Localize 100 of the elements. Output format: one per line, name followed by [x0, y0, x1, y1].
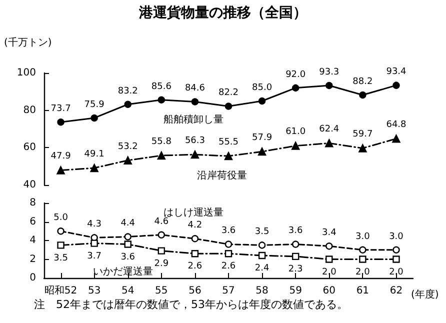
series-label: 沿岸荷役量 — [196, 170, 247, 182]
y-tick-label: 4 — [30, 235, 36, 246]
data-label: 2.0 — [389, 267, 404, 278]
point — [392, 82, 400, 89]
point — [292, 84, 300, 92]
data-label: 3.6 — [288, 226, 304, 236]
x-tick-label: 56 — [188, 286, 202, 296]
x-tick-label: 61 — [356, 286, 370, 296]
data-label: 88.2 — [352, 76, 373, 87]
data-label: 47.9 — [50, 152, 72, 162]
data-label: 93.3 — [319, 67, 340, 78]
point — [359, 246, 366, 254]
x-tick-label: 57 — [222, 286, 235, 296]
data-label: 3.5 — [254, 227, 270, 238]
point — [191, 98, 199, 106]
data-label: 75.9 — [84, 100, 105, 110]
data-label: 49.1 — [84, 149, 104, 160]
point — [392, 246, 400, 254]
x-tick-label: 54 — [121, 286, 134, 296]
data-label: 55.8 — [151, 136, 172, 147]
point — [258, 242, 266, 249]
point — [124, 100, 132, 108]
data-label: 2.9 — [154, 258, 169, 269]
point — [258, 97, 266, 105]
data-label: 3.5 — [54, 253, 68, 264]
data-label: 3.7 — [87, 251, 102, 262]
point — [326, 242, 333, 250]
point — [90, 164, 98, 172]
data-label: 3.0 — [389, 232, 404, 242]
y-tick-label: 2 — [30, 254, 36, 265]
data-label: 64.8 — [386, 120, 407, 130]
series-label: はしけ運送量 — [163, 206, 224, 218]
y-tick-label: 60 — [23, 142, 36, 154]
x-tick-label: 昭和52 — [44, 284, 78, 296]
point — [124, 156, 132, 164]
point — [224, 240, 232, 248]
point — [190, 150, 200, 159]
point — [292, 240, 300, 248]
data-label: 2.4 — [254, 264, 270, 274]
data-label: 62.4 — [319, 124, 340, 135]
data-label: 85.0 — [252, 82, 272, 93]
data-label: 3.0 — [356, 232, 370, 242]
data-label: 56.3 — [184, 136, 205, 146]
data-label: 83.2 — [118, 86, 138, 96]
point — [90, 114, 98, 122]
point — [292, 252, 300, 260]
data-label: 5.0 — [54, 213, 68, 224]
x-tick-label: 55 — [155, 286, 168, 296]
x-tick-label: 53 — [88, 286, 101, 296]
data-label: 3.4 — [322, 228, 337, 238]
data-label: 2.0 — [356, 267, 370, 278]
point — [359, 256, 366, 263]
data-label: 57.9 — [252, 132, 272, 143]
y-tick-label: 80 — [23, 104, 36, 116]
point — [291, 142, 300, 150]
data-label: 59.7 — [352, 130, 373, 140]
data-label: 93.4 — [386, 67, 407, 78]
text: 注 52年までは暦年の数値で，53年からは年度の数値である。 — [34, 298, 348, 311]
data-label: 4.2 — [188, 220, 202, 231]
point — [326, 256, 333, 263]
x-axis-title: (年度) — [411, 288, 439, 300]
data-label: 84.6 — [184, 84, 206, 94]
data-label: 2.3 — [288, 264, 303, 275]
point — [392, 256, 400, 263]
data-label: 85.6 — [151, 82, 172, 92]
point — [56, 166, 65, 174]
chart-title: 港運貨物量の推移（全国） — [138, 5, 307, 21]
y-tick-label: 6 — [30, 216, 36, 228]
point — [358, 144, 367, 152]
data-label: 2.0 — [322, 267, 337, 278]
point — [124, 240, 132, 248]
point — [57, 242, 64, 249]
series-label: 船舶積卸し量 — [163, 114, 224, 126]
point — [258, 252, 266, 260]
point — [392, 134, 400, 143]
y-tick-label: 8 — [30, 198, 36, 208]
data-label: 82.2 — [218, 88, 239, 98]
point — [224, 250, 232, 258]
point — [359, 91, 366, 99]
y-axis-title: (千万トン) — [4, 36, 52, 48]
point — [90, 240, 98, 247]
data-label: 4.4 — [120, 218, 136, 229]
x-tick-label: 58 — [256, 286, 268, 296]
data-label: 53.2 — [118, 142, 138, 152]
point — [191, 250, 199, 258]
y-tick-label: 0 — [30, 272, 36, 284]
point — [326, 82, 333, 90]
point — [157, 151, 166, 160]
point — [258, 147, 266, 156]
data-label: 4.3 — [87, 220, 102, 230]
point — [124, 233, 132, 240]
point — [325, 139, 334, 148]
y-tick-label: 40 — [23, 180, 36, 190]
data-label: 92.0 — [286, 70, 306, 80]
data-label: 2.6 — [221, 262, 236, 272]
x-tick-label: 60 — [322, 286, 336, 296]
point — [224, 152, 233, 160]
data-label: 3.6 — [120, 252, 136, 262]
data-label: 2.6 — [188, 262, 202, 272]
data-label: 73.7 — [50, 104, 71, 114]
